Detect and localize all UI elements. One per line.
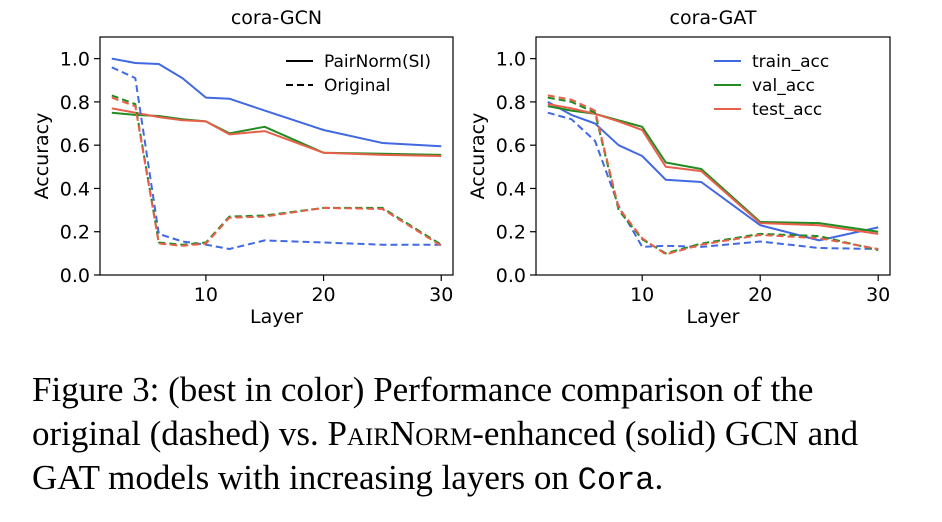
gat-y-tick-label: 0.0 xyxy=(496,265,526,287)
gat-series-train_acc-dashed xyxy=(547,111,879,250)
caption-text-1: (best in color) Performance comparison o… xyxy=(32,370,814,453)
caption-text-2: -enhanced (solid) GCN and GAT models wit… xyxy=(32,414,859,497)
gat-x-tick-label: 10 xyxy=(630,284,654,306)
gcn-series-test_acc-solid xyxy=(111,107,442,157)
gat-legend-label-1: val_acc xyxy=(752,76,815,96)
gcn-y-axis-label: Accuracy xyxy=(31,113,53,200)
gcn-axes-frame xyxy=(99,36,454,276)
gcn-series-train_acc-solid xyxy=(111,57,442,148)
gat-series-val_acc-solid xyxy=(547,105,879,233)
gat-y-tick-label: 0.2 xyxy=(496,222,526,244)
gcn-y-tick-label: 0.0 xyxy=(60,265,90,287)
gat-y-tick-label: 0.4 xyxy=(496,178,526,200)
gcn-x-axis-label: Layer xyxy=(250,306,303,328)
gat-y-tick-label: 0.8 xyxy=(496,92,526,114)
gat-x-tick-label: 30 xyxy=(866,284,890,306)
gat-axes-frame xyxy=(535,36,891,276)
gcn-series-test_acc-dashed xyxy=(111,96,442,247)
gat-x-axis-label: Layer xyxy=(687,306,740,328)
gcn-y-tick-label: 0.8 xyxy=(60,92,90,114)
gcn-y-tick-label: 0.4 xyxy=(60,178,90,200)
caption-text-3: . xyxy=(654,458,664,497)
gat-legend-label-2: test_acc xyxy=(752,100,822,120)
gcn-x-tick-label: 30 xyxy=(429,284,453,306)
gcn-legend-label-1: Original xyxy=(324,76,391,96)
caption-label: Figure 3: xyxy=(32,370,160,409)
gat-series-train_acc-solid xyxy=(547,101,879,242)
gcn-legend-label-0: PairNorm(SI) xyxy=(324,52,431,72)
caption-method: PairNorm xyxy=(327,414,473,453)
gcn-series-train_acc-dashed xyxy=(111,66,442,250)
gat-y-axis-label: Accuracy xyxy=(467,113,489,200)
gcn-chart-title: cora-GCN xyxy=(231,7,322,29)
gcn-x-tick-label: 20 xyxy=(311,284,335,306)
gcn-series-val_acc-solid xyxy=(111,111,442,156)
gat-legend-label-0: train_acc xyxy=(752,52,829,72)
caption-dataset: Cora xyxy=(577,462,655,499)
gat-x-tick-label: 20 xyxy=(748,284,772,306)
gcn-y-tick-label: 1.0 xyxy=(60,49,90,71)
figure-caption: Figure 3: (best in color) Performance co… xyxy=(32,368,912,503)
gat-series-test_acc-dashed xyxy=(547,94,879,256)
gcn-y-tick-label: 0.2 xyxy=(60,222,90,244)
gat-y-tick-label: 0.6 xyxy=(496,135,526,157)
gat-series-test_acc-solid xyxy=(547,103,879,235)
gat-y-tick-label: 1.0 xyxy=(496,49,526,71)
gcn-y-tick-label: 0.6 xyxy=(60,135,90,157)
gcn-x-tick-label: 10 xyxy=(194,284,218,306)
gat-chart-title: cora-GAT xyxy=(670,7,757,29)
